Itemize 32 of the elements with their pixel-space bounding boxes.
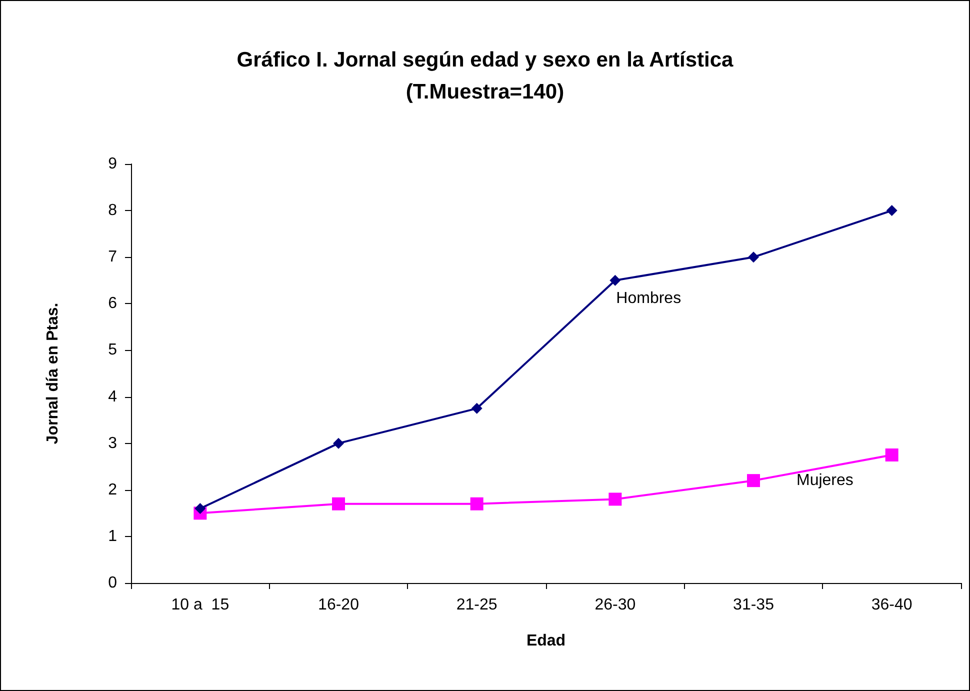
point [333,438,344,449]
y-tick-label: 6 [108,295,118,312]
point [332,497,345,510]
y-axis-title: Jornal día en Ptas. [44,302,62,444]
chart-title: Gráfico I. Jornal según edad y sexo en la Artística (T.Muestra=140) [236,48,734,104]
x-tick-label: 36-40 [871,596,912,614]
point [194,503,206,514]
x-tick-label: 21-25 [456,596,498,614]
point [608,492,622,506]
x-tick-label: 10 a 15 [171,596,230,614]
x-tick-label: 16-20 [318,596,360,614]
series-label: Mujeres [796,472,854,490]
series-label: Hombres [616,290,682,307]
y-tick-label: 5 [108,342,118,359]
y-tick-label: 1 [108,528,118,545]
y-tick-label: 0 [108,574,118,592]
y-tick-label: 4 [108,388,118,406]
point [470,497,484,510]
x-tick-label: 31-35 [733,596,774,614]
y-tick-label: 8 [108,202,118,220]
x-axis-title: Edad [526,632,566,650]
y-tick-label: 7 [108,248,118,266]
point [747,474,760,488]
y-tick-label: 3 [108,434,118,452]
point [885,448,898,462]
point [748,252,759,263]
point [610,274,621,286]
point [886,205,898,216]
y-tick-label: 2 [108,481,118,498]
y-tick-label: 9 [108,156,118,172]
point [471,402,482,414]
x-tick-label: 26-30 [594,596,636,614]
